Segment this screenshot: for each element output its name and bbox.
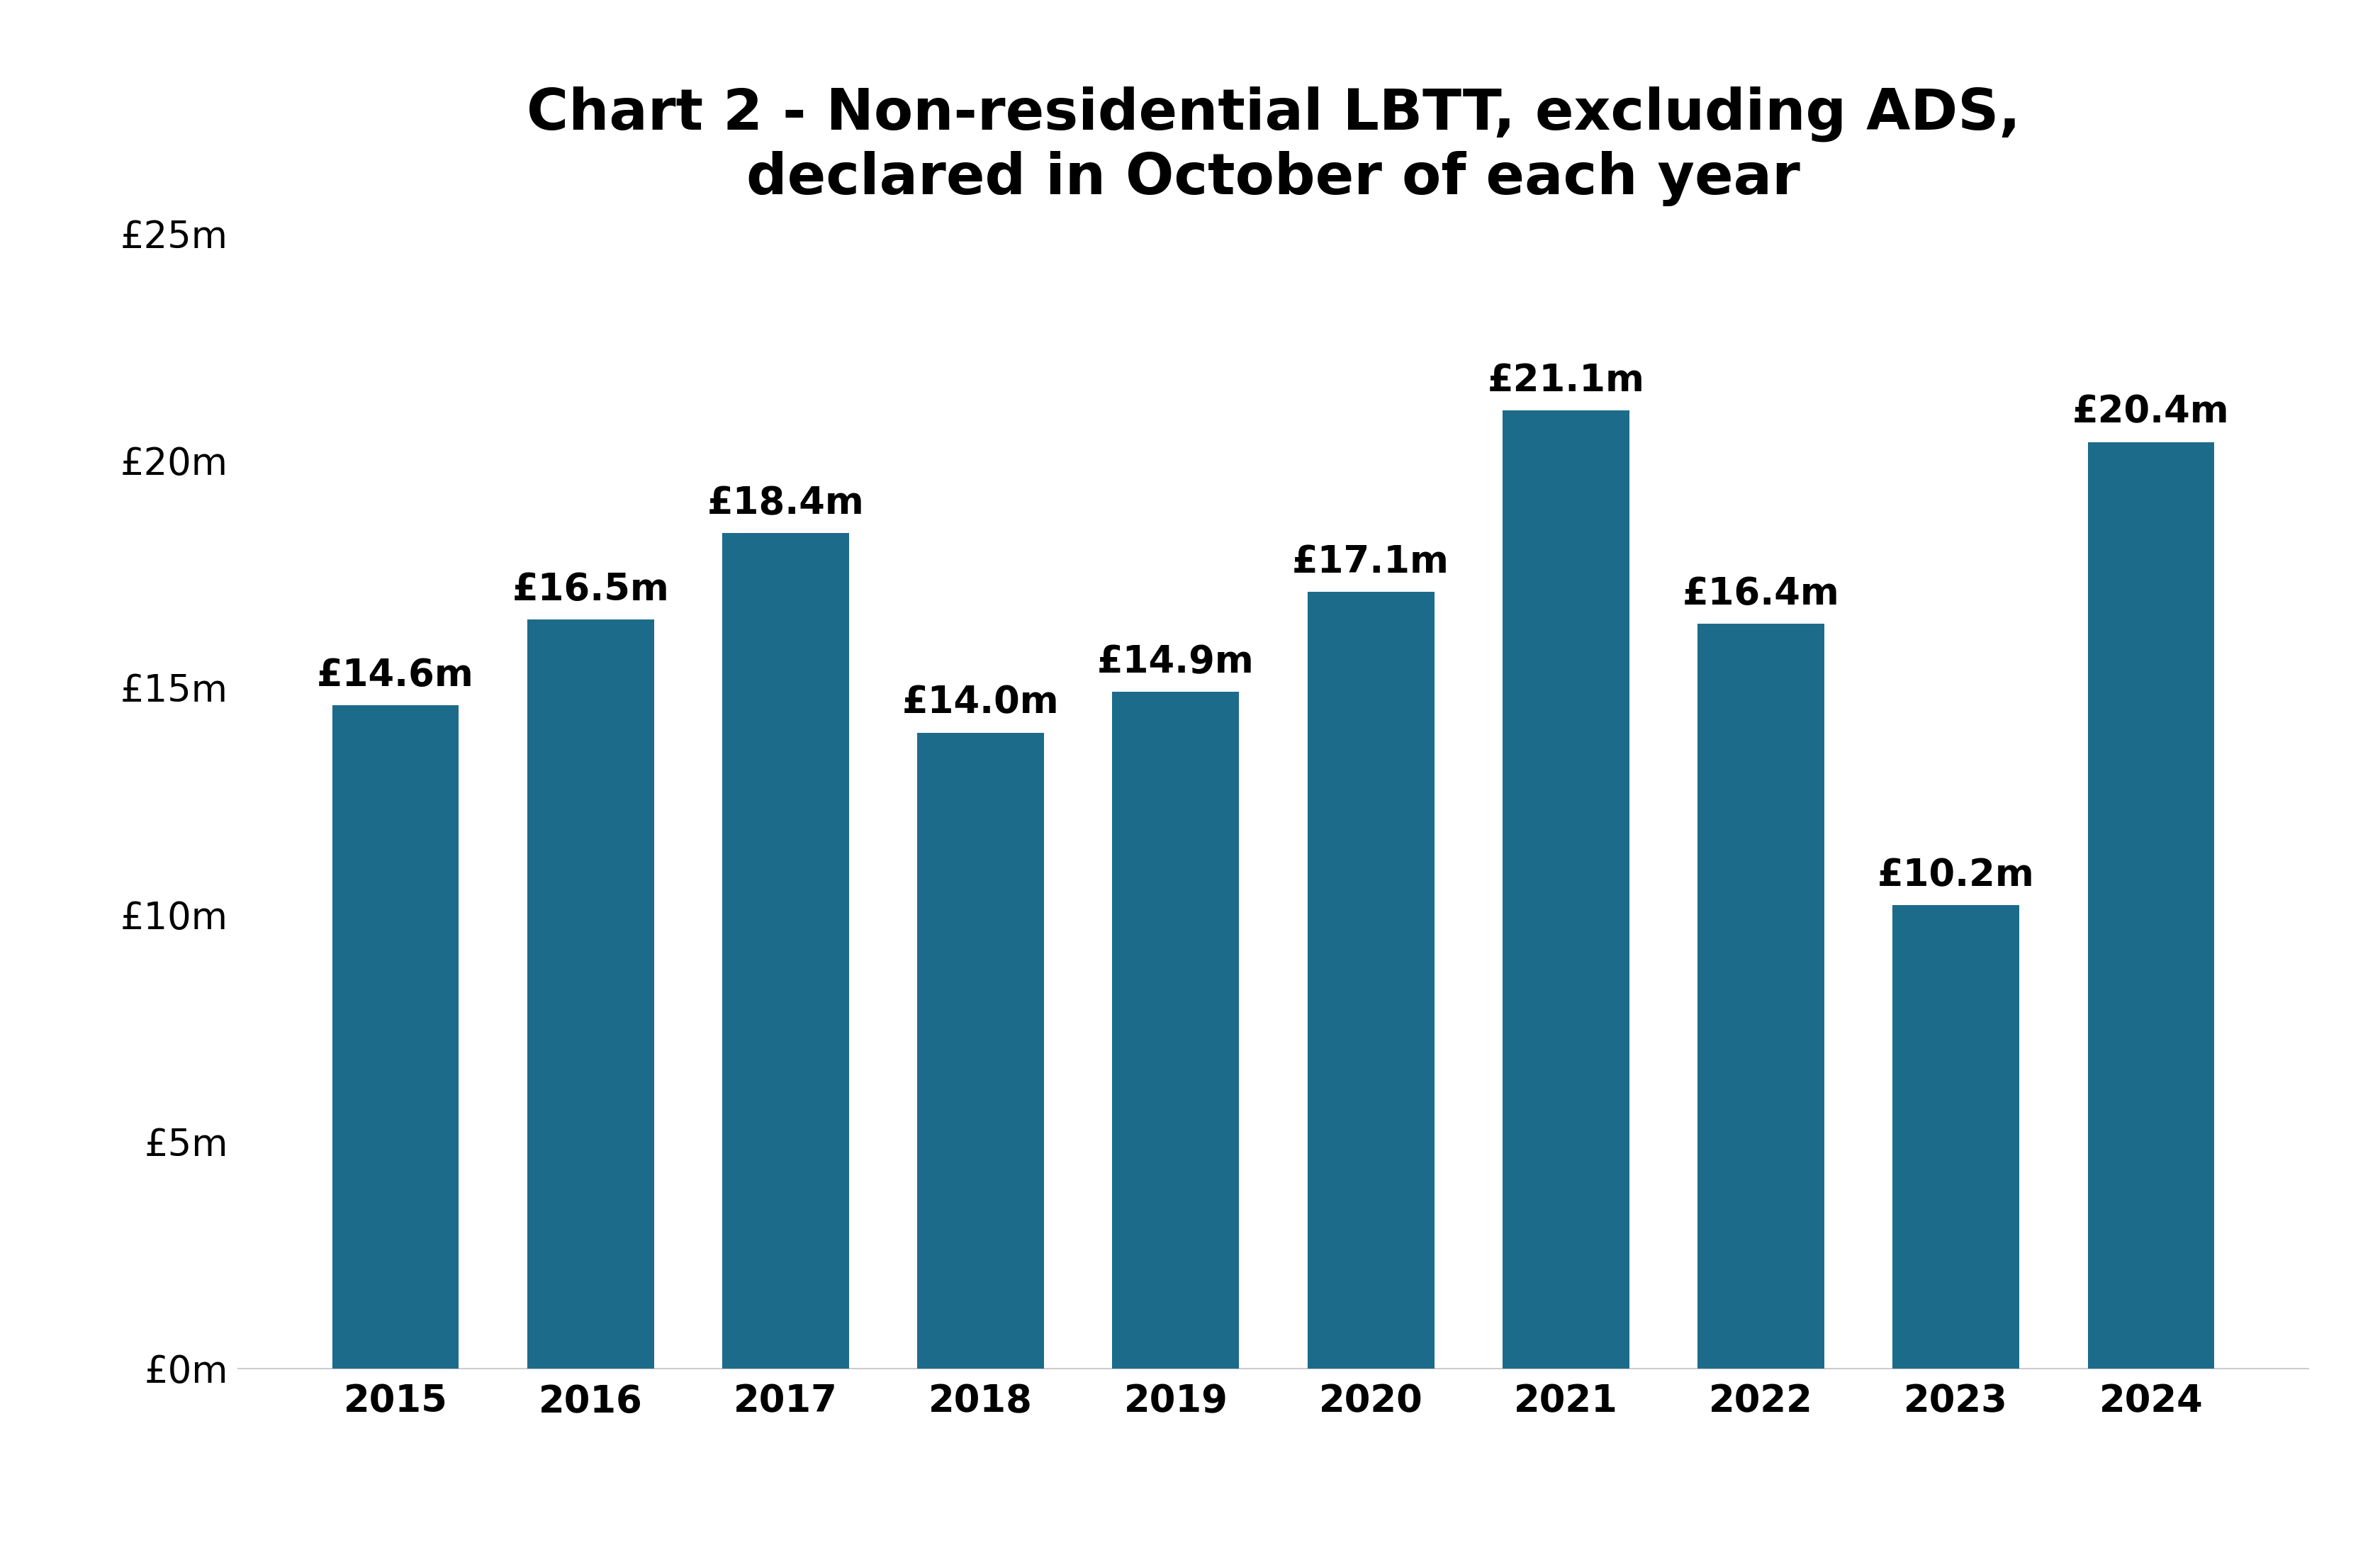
Text: £20.4m: £20.4m bbox=[2073, 393, 2230, 431]
Bar bbox=[1697, 624, 1825, 1368]
Text: £10.2m: £10.2m bbox=[1878, 857, 2035, 894]
Bar bbox=[721, 533, 850, 1368]
Bar bbox=[1111, 692, 1240, 1368]
Bar bbox=[528, 619, 655, 1368]
Text: £14.9m: £14.9m bbox=[1097, 644, 1254, 681]
Text: £17.1m: £17.1m bbox=[1292, 544, 1449, 580]
Bar bbox=[1307, 592, 1435, 1368]
Title: Chart 2 - Non-residential LBTT, excluding ADS,
declared in October of each year: Chart 2 - Non-residential LBTT, excludin… bbox=[526, 87, 2021, 205]
Text: £16.5m: £16.5m bbox=[512, 571, 669, 608]
Text: £18.4m: £18.4m bbox=[707, 485, 864, 521]
Text: £16.4m: £16.4m bbox=[1683, 575, 1840, 613]
Text: £14.6m: £14.6m bbox=[317, 658, 474, 694]
Bar bbox=[1502, 411, 1630, 1368]
Text: £21.1m: £21.1m bbox=[1488, 362, 1645, 400]
Bar bbox=[333, 706, 459, 1368]
Bar bbox=[2087, 442, 2213, 1368]
Bar bbox=[916, 732, 1045, 1368]
Bar bbox=[1892, 905, 2018, 1368]
Text: £14.0m: £14.0m bbox=[902, 684, 1059, 722]
